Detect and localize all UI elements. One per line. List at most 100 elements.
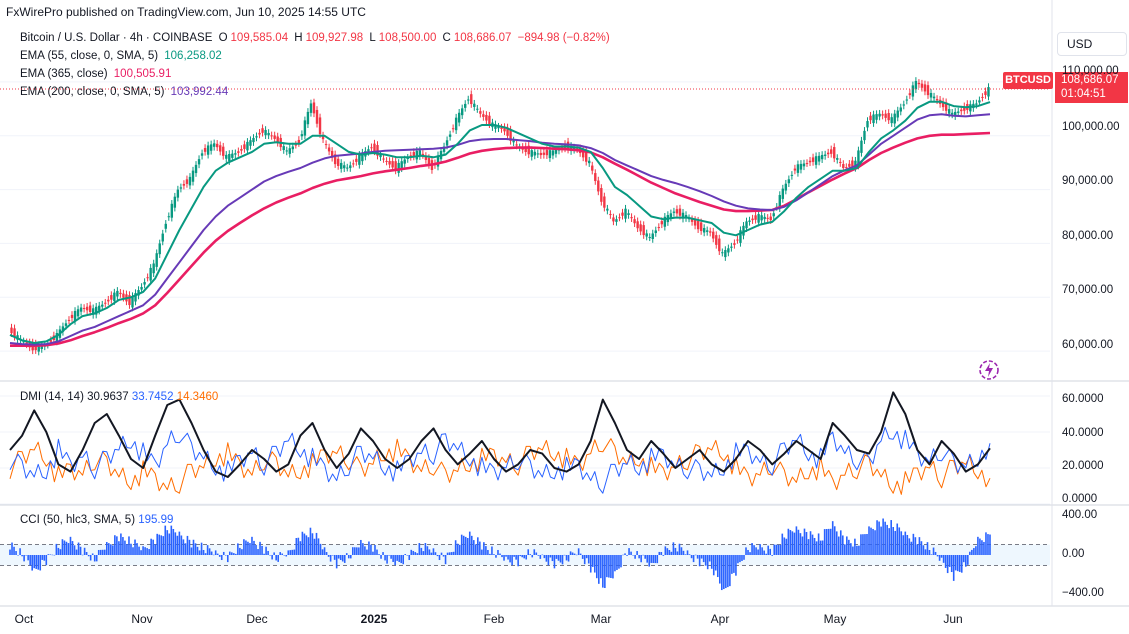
cci-bar — [194, 543, 197, 555]
cci-bar — [908, 538, 911, 555]
candle-body — [790, 174, 794, 176]
candle-body — [751, 218, 754, 221]
ema200-legend[interactable]: EMA (200, close, 0, SMA, 5) 103,992.44 — [20, 86, 231, 98]
cci-bar — [180, 535, 183, 555]
candle-body — [545, 150, 549, 156]
cci-bar — [759, 544, 761, 555]
cci-bar — [747, 549, 749, 555]
cci-legend[interactable]: CCI (50, hlc3, SMA, 5) 195.99 — [20, 514, 173, 526]
candle-body — [748, 220, 751, 222]
candle-body — [119, 292, 122, 295]
candle-body — [778, 195, 781, 209]
candle-body — [212, 143, 216, 147]
cci-bar — [239, 547, 241, 555]
cci-bar — [839, 530, 842, 555]
candle-body — [823, 154, 827, 156]
candle-body — [264, 129, 267, 136]
cci-bar — [912, 533, 915, 555]
currency-selector[interactable]: USD — [1057, 32, 1127, 56]
cci-bar — [226, 555, 229, 563]
candle-body — [503, 127, 506, 132]
cci-bar — [876, 520, 878, 555]
candle-body — [551, 150, 555, 156]
cci-bar — [608, 555, 610, 578]
cci-bar — [862, 534, 864, 555]
cci-bar — [583, 555, 586, 565]
cci-bar — [253, 540, 255, 555]
candle-body — [394, 161, 397, 171]
candle-body — [654, 230, 657, 234]
cci-bar — [692, 555, 695, 563]
cci-bar — [168, 533, 171, 555]
candle-body — [40, 345, 43, 349]
cci-bar — [434, 552, 437, 555]
candle-body — [497, 126, 500, 129]
cci-bar — [602, 555, 604, 588]
cci-bar — [890, 520, 892, 555]
cci-bar — [446, 552, 449, 555]
cci-bar — [743, 555, 745, 560]
cci-bar — [103, 549, 106, 555]
cci-bar — [904, 531, 907, 555]
cci-bar — [690, 555, 693, 559]
candle-body — [954, 111, 957, 117]
cci-bar — [202, 549, 205, 555]
dmi-legend[interactable]: DMI (14, 14) 30.9637 33.7452 14.3460 — [20, 391, 218, 403]
candle-body — [890, 117, 893, 124]
cci-bar — [785, 538, 788, 555]
cci-bar — [354, 547, 356, 555]
candle-body — [494, 124, 497, 129]
candle-body — [373, 143, 376, 152]
cci-bar — [642, 554, 644, 556]
cci-bar — [255, 544, 257, 555]
cci-bar — [136, 543, 138, 555]
cci-bar — [144, 547, 146, 555]
ema365-legend[interactable]: EMA (365, close) 100,505.91 — [20, 68, 174, 80]
cci-bar — [329, 555, 332, 562]
cci-bar — [481, 549, 483, 555]
x-tick: Oct — [14, 612, 34, 626]
cci-bar — [829, 528, 832, 555]
candle-body — [352, 163, 355, 165]
cci-bar — [569, 551, 572, 555]
candle-body — [678, 208, 682, 216]
cci-bar — [396, 555, 398, 561]
cci-bar — [13, 546, 15, 555]
cci-bar — [198, 550, 201, 555]
low-label: L — [369, 32, 376, 44]
candle-body — [554, 149, 558, 154]
candle-body — [730, 246, 733, 248]
candle-body — [379, 154, 382, 158]
candle-body — [509, 129, 512, 141]
cci-bar — [321, 549, 324, 555]
cci-bar — [343, 555, 346, 563]
cci-bar — [85, 552, 88, 555]
cci-bar — [769, 548, 772, 555]
cci-bar — [938, 555, 941, 561]
candle-body — [457, 112, 461, 123]
cci-bar — [549, 555, 552, 558]
candle-body — [485, 114, 488, 121]
cci-bar — [216, 553, 219, 555]
cci-bar — [29, 555, 31, 566]
candle-body — [757, 214, 760, 223]
x-tick: 2025 — [360, 612, 388, 626]
cci-bar — [184, 543, 187, 555]
cci-bar — [114, 535, 116, 555]
ema55-legend[interactable]: EMA (55, close, 0, SMA, 5) 106,258.02 — [20, 50, 225, 62]
flash-icon[interactable] — [977, 358, 1001, 382]
candle-body — [848, 163, 851, 167]
cci-bar — [23, 555, 25, 562]
cci-bar — [539, 555, 542, 559]
cci-bar — [414, 552, 417, 555]
candle-body — [367, 149, 370, 152]
cci-bar — [981, 540, 983, 555]
cci-bar — [944, 555, 947, 568]
cci-bar — [176, 535, 179, 555]
cci-bar — [39, 555, 42, 571]
cci-bar — [664, 546, 667, 555]
candle-body — [793, 168, 797, 171]
cci-bar — [55, 543, 58, 555]
